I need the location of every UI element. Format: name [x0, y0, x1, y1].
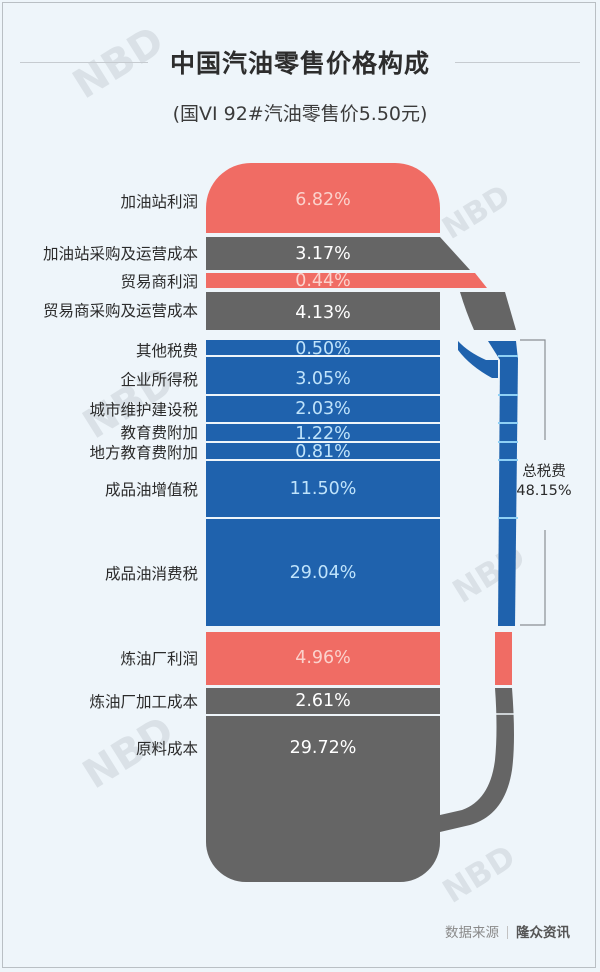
segment-station-profit — [206, 163, 440, 233]
value-urban-construction-tax: 2.03% — [295, 399, 351, 419]
label-trader-cost: 贸易商采购及运营成本 — [42, 302, 198, 320]
label-local-education-surcharge: 地方教育费附加 — [89, 444, 198, 462]
label-other-tax: 其他税费 — [135, 342, 198, 360]
value-trader-profit: 0.44% — [295, 271, 351, 291]
hose-blue — [498, 358, 518, 626]
source-divider — [507, 926, 508, 939]
label-urban-construction-tax: 城市维护建设税 — [89, 401, 198, 419]
segment-trader-profit — [206, 273, 440, 288]
segment-refinery-profit — [206, 632, 440, 685]
nozzle-red — [440, 273, 487, 288]
hose-grey — [440, 688, 514, 832]
label-station-profit: 加油站利润 — [120, 193, 198, 211]
segment-station-cost — [206, 237, 440, 270]
value-station-profit: 6.82% — [295, 190, 351, 210]
segment-corporate-income-tax — [206, 357, 440, 394]
data-source: 数据来源 隆众资讯 — [445, 921, 570, 941]
value-raw-material-cost: 29.72% — [289, 738, 357, 758]
label-corporate-income-tax: 企业所得税 — [120, 371, 198, 389]
nozzle-top — [440, 237, 470, 270]
segment-refinery-cost — [206, 688, 440, 714]
label-vat: 成品油增值税 — [104, 481, 198, 499]
label-refinery-profit: 炼油厂利润 — [120, 650, 198, 668]
tax-bracket-top — [520, 339, 546, 440]
label-station-cost: 加油站采购及运营成本 — [42, 245, 198, 263]
value-education-surcharge: 1.22% — [295, 424, 351, 444]
title-rule-right — [455, 62, 580, 63]
total-tax-annotation: 总税费 48.15% — [512, 463, 576, 501]
label-education-surcharge: 教育费附加 — [120, 424, 198, 442]
segment-consumption-tax — [206, 519, 440, 626]
total-tax-value: 48.15% — [516, 483, 572, 499]
label-raw-material-cost: 原料成本 — [135, 740, 198, 758]
segment-vat — [206, 461, 440, 517]
value-trader-cost: 4.13% — [295, 303, 351, 323]
value-other-tax: 0.50% — [295, 339, 351, 359]
tax-bracket-bottom — [520, 530, 546, 626]
segment-raw-material-cost — [206, 716, 440, 882]
value-refinery-profit: 4.96% — [295, 648, 351, 668]
hose-curl — [458, 341, 498, 378]
chart-subtitle: (国VI 92#汽油零售价5.50元) — [172, 103, 428, 125]
segment-urban-construction-tax — [206, 396, 440, 422]
value-refinery-cost: 2.61% — [295, 691, 351, 711]
segment-education-surcharge — [206, 424, 440, 441]
value-station-cost: 3.17% — [295, 244, 351, 264]
hose-red — [495, 632, 512, 685]
value-consumption-tax: 29.04% — [289, 563, 357, 583]
total-tax-label: 总税费 — [522, 464, 566, 480]
nozzle-body — [460, 292, 516, 330]
chart-title: 中国汽油零售价格构成 — [169, 49, 430, 78]
label-trader-profit: 贸易商利润 — [120, 273, 198, 291]
value-corporate-income-tax: 3.05% — [295, 369, 351, 389]
segment-other-tax — [206, 340, 440, 355]
segment-local-education-surcharge — [206, 443, 440, 459]
value-local-education-surcharge: 0.81% — [295, 442, 351, 462]
source-org: 隆众资讯 — [516, 925, 570, 941]
value-vat: 11.50% — [289, 479, 357, 499]
segment-trader-cost — [206, 292, 440, 330]
label-refinery-cost: 炼油厂加工成本 — [89, 693, 198, 711]
label-consumption-tax: 成品油消费税 — [104, 565, 198, 583]
title-rule-left — [20, 62, 148, 63]
source-label: 数据来源 — [445, 925, 499, 941]
